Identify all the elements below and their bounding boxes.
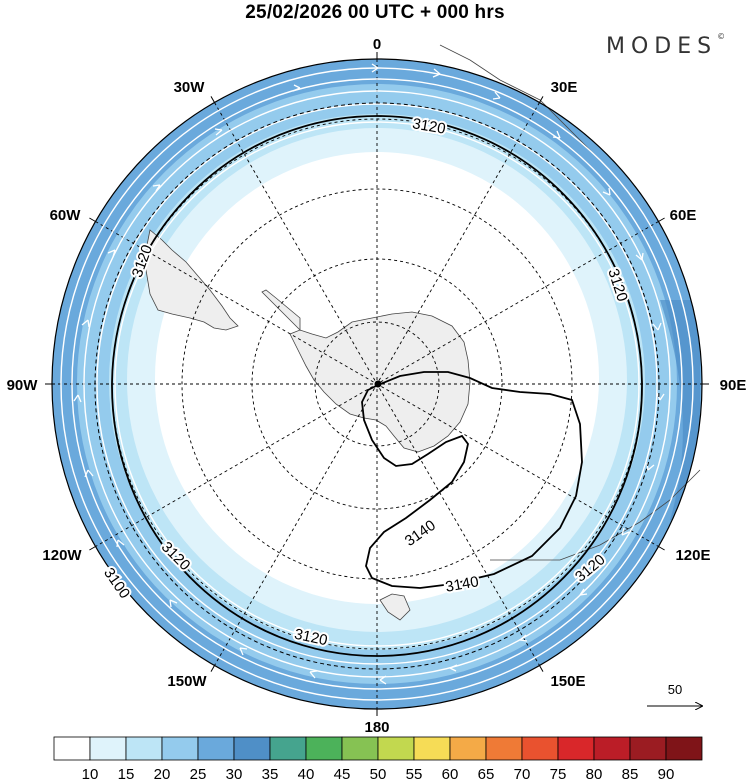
colorbar-swatch [557, 736, 595, 761]
colorbar-tick-label: 75 [550, 766, 567, 782]
colorbar-tick-label: 20 [154, 766, 171, 782]
colorbar-tick-label: 60 [442, 766, 459, 782]
map-title: 25/02/2026 00 UTC + 000 hrs [245, 2, 505, 23]
colorbar-swatch [161, 736, 199, 761]
colorbar-swatch [449, 736, 487, 761]
colorbar-swatch [485, 736, 523, 761]
new-zealand [379, 593, 411, 621]
colorbar: 10 15 20 25 30 35 40 45 50 55 60 65 70 75 80 85 90 [53, 736, 703, 782]
lon-label-120e: 120E [675, 547, 710, 564]
colorbar-swatch [269, 736, 307, 761]
colorbar-swatch [413, 736, 451, 761]
colorbar-tick-label: 45 [334, 766, 351, 782]
wind-arrows [73, 63, 665, 685]
colorbar-tick-label: 90 [658, 766, 675, 782]
colorbar-tick-label: 10 [82, 766, 99, 782]
colorbar-tick-label: 15 [118, 766, 135, 782]
colorbar-swatch [665, 736, 703, 761]
lon-label-90w: 90W [7, 377, 39, 394]
height-contours [94, 102, 660, 670]
lon-label-90e: 90E [720, 377, 747, 394]
lon-label-150w: 150W [167, 673, 207, 690]
lon-label-30e: 30E [551, 79, 578, 96]
modes-logo: MODES© [606, 32, 726, 59]
copyright-symbol: © [717, 32, 726, 41]
colorbar-tick-label: 30 [226, 766, 243, 782]
colorbar-swatch [593, 736, 631, 761]
lon-label-120w: 120W [42, 547, 82, 564]
colorbar-tick-label: 80 [586, 766, 603, 782]
colorbar-tick-label: 35 [262, 766, 279, 782]
colorbar-tick-label: 50 [370, 766, 387, 782]
colorbar-swatch [377, 736, 415, 761]
lon-label-180: 180 [364, 719, 389, 736]
colorbar-swatch [521, 736, 559, 761]
colorbar-tick-label: 25 [190, 766, 207, 782]
africa-coast [439, 44, 601, 161]
lon-label-30w: 30W [174, 79, 206, 96]
colorbar-tick-label: 70 [514, 766, 531, 782]
wind-streamlines [60, 67, 694, 701]
colorbar-swatch [629, 736, 667, 761]
colorbar-swatch [53, 736, 91, 761]
pole-marker [374, 380, 382, 388]
contour-3120 [111, 115, 643, 657]
colorbar-swatch [233, 736, 271, 761]
reference-vector-label: 50 [668, 682, 682, 697]
band-35-east [660, 300, 700, 520]
colorbar-swatch [125, 736, 163, 761]
antarctic-peninsula [261, 289, 301, 331]
reference-vector: 50 [647, 682, 702, 706]
contour-3100 [94, 102, 660, 670]
colorbar-tick-label: 55 [406, 766, 423, 782]
lon-label-60w: 60W [50, 207, 82, 224]
colorbar-tick-label: 85 [622, 766, 639, 782]
south-america [145, 229, 239, 331]
lon-label-60e: 60E [670, 207, 697, 224]
brand-name: MODES [606, 34, 718, 59]
australia [490, 469, 701, 561]
colorbar-tick-label: 65 [478, 766, 495, 782]
colorbar-swatch [341, 736, 379, 761]
longitude-labels: 0 30E 60E 90E 120E 150E 180 150W 120W 90… [7, 36, 747, 736]
colorbar-swatch [305, 736, 343, 761]
boundary-ticks [45, 52, 709, 716]
colorbar-swatch [197, 736, 235, 761]
colorbar-swatch [89, 736, 127, 761]
colorbar-tick-label: 40 [298, 766, 315, 782]
contour-3140 [361, 371, 583, 589]
lon-label-0: 0 [373, 36, 381, 53]
lon-label-150e: 150E [550, 673, 585, 690]
